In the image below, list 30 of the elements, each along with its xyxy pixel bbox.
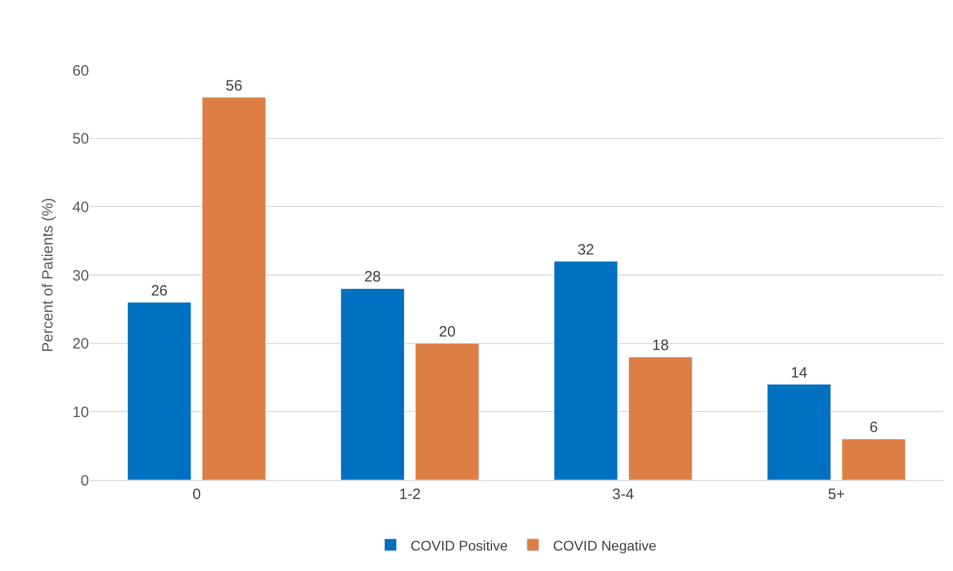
x-tick-label: 0 [192, 486, 201, 503]
y-tick-label: 60 [72, 62, 89, 80]
x-tick-label: 5+ [828, 486, 846, 503]
y-tick-label: 0 [80, 472, 89, 490]
bar [202, 97, 266, 480]
data-label: 20 [438, 323, 456, 340]
y-tick-label: 40 [72, 198, 89, 216]
bar [767, 384, 832, 480]
data-label: 32 [577, 241, 594, 258]
y-axis-title: Percent of Patients (%) [40, 198, 57, 352]
legend-label: COVID Positive [410, 537, 508, 554]
y-tick-label: 10 [72, 404, 89, 421]
data-label: 26 [150, 282, 168, 300]
bar [415, 343, 480, 480]
bar [842, 438, 906, 480]
x-tick-label: 1-2 [399, 486, 421, 503]
bar [554, 261, 618, 480]
data-label: 18 [652, 337, 669, 354]
y-tick-label: 50 [72, 130, 89, 148]
data-label: 6 [870, 419, 878, 436]
bar [628, 356, 692, 480]
bar [340, 288, 405, 480]
legend-label: COVID Negative [552, 537, 657, 554]
data-label: 28 [364, 268, 381, 286]
bar [127, 302, 192, 480]
x-tick-label: 3-4 [612, 486, 634, 503]
data-label: 56 [226, 77, 242, 94]
y-tick-label: 20 [72, 336, 89, 353]
y-tick-label: 30 [72, 267, 89, 284]
data-label: 14 [790, 364, 808, 382]
